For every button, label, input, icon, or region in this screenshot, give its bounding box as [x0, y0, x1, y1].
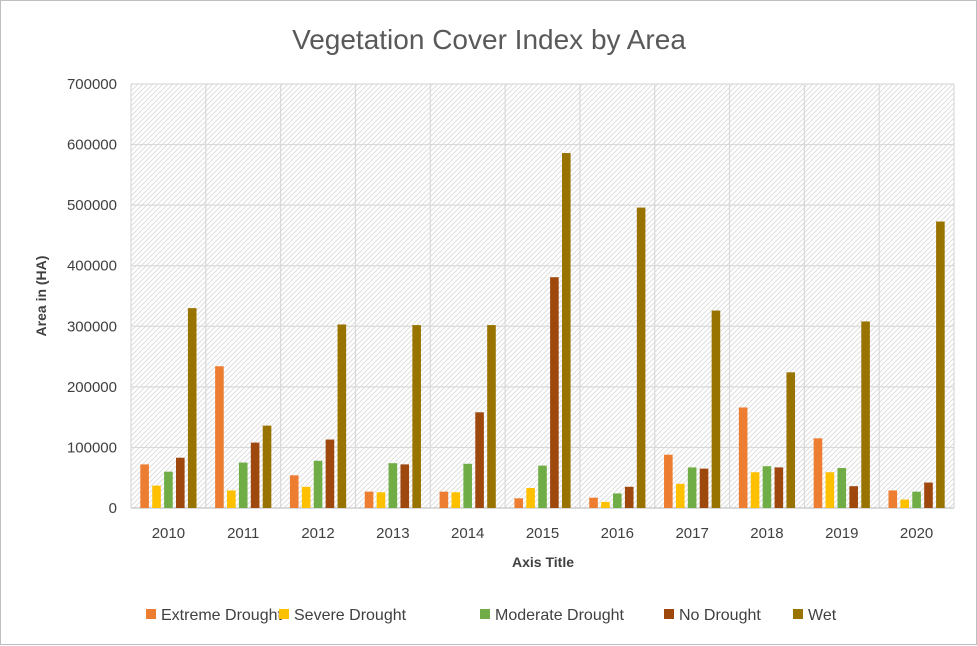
y-axis-title: Area in (HA)	[33, 256, 49, 337]
bar	[687, 467, 697, 508]
bar	[325, 439, 335, 508]
bar	[487, 325, 496, 508]
x-axis-ticks: 2010 2011 2012 2013 2014 2015 2016 2017 2018 2019…	[152, 525, 934, 542]
bar	[711, 310, 721, 508]
legend-label: Severe Drought	[294, 607, 407, 624]
x-tick-label: 2013	[376, 525, 409, 542]
bar	[786, 372, 796, 508]
legend-label: Wet	[808, 607, 837, 624]
bar	[562, 153, 571, 508]
bar	[289, 475, 299, 508]
bar	[337, 324, 347, 508]
y-tick-label: 200000	[67, 379, 117, 396]
bar	[774, 467, 784, 508]
bar	[514, 498, 523, 508]
x-tick-label: 2020	[900, 525, 933, 542]
bar	[313, 460, 323, 508]
legend-swatch	[279, 609, 289, 619]
bar	[439, 491, 449, 508]
y-tick-label: 100000	[67, 439, 117, 456]
bar	[601, 501, 610, 508]
bar	[463, 463, 472, 508]
legend-swatch	[146, 609, 156, 619]
y-tick-label: 0	[109, 500, 117, 517]
bar	[699, 468, 709, 508]
bar	[388, 463, 398, 508]
bar	[176, 457, 185, 508]
bar	[888, 490, 898, 508]
legend-swatch	[480, 609, 490, 619]
y-tick-label: 700000	[67, 76, 117, 93]
bar	[550, 277, 559, 508]
bar	[140, 464, 149, 508]
bar	[589, 497, 598, 508]
bar	[412, 325, 421, 508]
bar	[861, 321, 870, 508]
bar	[364, 491, 374, 508]
x-tick-label: 2011	[227, 525, 259, 542]
chart-title: Vegetation Cover Index by Area	[292, 24, 686, 55]
bar	[526, 488, 535, 508]
bar	[849, 486, 858, 508]
bar	[675, 483, 685, 508]
x-axis-title: Axis Title	[512, 554, 574, 570]
y-tick-label: 600000	[67, 137, 117, 154]
bar	[813, 438, 823, 508]
x-tick-label: 2017	[675, 525, 708, 542]
bar	[936, 221, 945, 509]
bar	[238, 462, 248, 508]
bar	[912, 491, 921, 508]
bars	[140, 153, 945, 509]
x-tick-label: 2010	[152, 525, 185, 542]
y-tick-label: 500000	[67, 197, 117, 214]
bar	[164, 471, 173, 508]
x-tick-label: 2019	[825, 525, 858, 542]
legend: Extreme Drought Severe Drought Moderate Dr…	[146, 607, 837, 624]
bar	[152, 485, 161, 508]
bar	[301, 486, 311, 508]
legend-label: No Drought	[679, 607, 761, 624]
legend-swatch	[664, 609, 674, 619]
legend-swatch	[793, 609, 803, 619]
x-tick-label: 2014	[451, 525, 484, 542]
bar	[750, 472, 760, 508]
bar	[262, 425, 272, 508]
x-tick-label: 2018	[750, 525, 783, 542]
bar	[376, 492, 386, 508]
bar	[624, 486, 634, 508]
bar	[613, 493, 622, 508]
y-tick-label: 400000	[67, 258, 117, 275]
bar	[738, 407, 748, 508]
legend-label: Extreme Drought	[161, 607, 282, 624]
bar	[538, 465, 547, 508]
bar	[837, 468, 847, 508]
bar	[900, 499, 909, 508]
bar	[825, 472, 835, 508]
y-tick-label: 300000	[67, 318, 117, 335]
gridlines	[130, 83, 955, 509]
x-tick-label: 2012	[301, 525, 334, 542]
bar	[664, 454, 673, 508]
bar	[400, 464, 410, 508]
bar	[924, 482, 933, 508]
x-tick-label: 2016	[601, 525, 634, 542]
x-tick-label: 2015	[526, 525, 559, 542]
bar	[250, 442, 260, 508]
bar	[227, 490, 236, 508]
bar	[187, 308, 197, 508]
bar	[762, 466, 772, 508]
bar	[475, 412, 484, 508]
bar	[636, 207, 646, 508]
bar	[215, 366, 224, 508]
y-axis-ticks: 0 100000 200000 300000 400000 500000 600000 700…	[67, 76, 117, 517]
legend-label: Moderate Drought	[495, 607, 625, 624]
bar	[451, 492, 461, 508]
